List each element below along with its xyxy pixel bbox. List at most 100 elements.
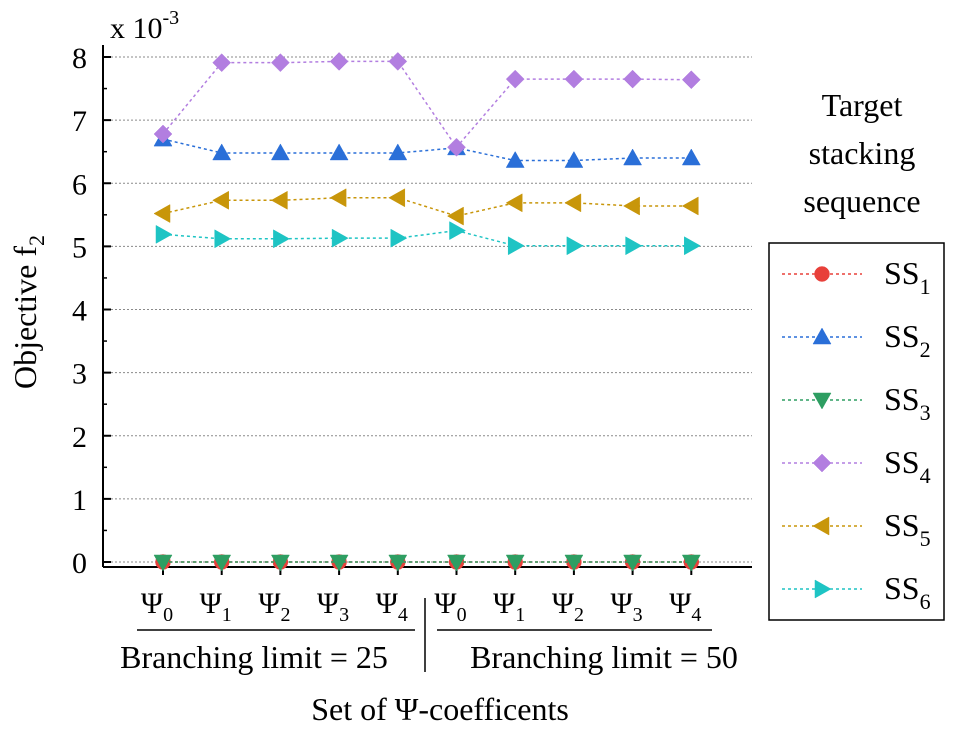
data-point	[447, 554, 466, 572]
group-labels: Branching limit = 25 Branching limit = 50	[120, 598, 738, 675]
data-point	[446, 206, 464, 226]
legend-title-line-2: stacking	[809, 135, 916, 171]
data-point	[153, 554, 173, 572]
data-point	[564, 69, 584, 89]
data-point	[505, 193, 523, 213]
x-tick-label: Ψ4	[669, 587, 701, 626]
data-point	[329, 143, 349, 161]
legend-marker	[812, 453, 832, 473]
data-point	[564, 554, 584, 572]
series-ss5	[153, 188, 699, 226]
legend-entry: SS3	[782, 381, 931, 425]
legend-entry: SS5	[782, 507, 931, 551]
legend-entry: SS2	[782, 318, 931, 362]
data-point	[623, 554, 643, 572]
data-point	[270, 554, 290, 572]
x-tick-label: Ψ3	[317, 587, 349, 626]
data-point	[388, 188, 406, 208]
legend-entry: SS6	[782, 570, 931, 614]
data-point	[214, 229, 232, 249]
data-point	[447, 137, 466, 157]
data-point	[329, 554, 349, 572]
series-ss2	[153, 129, 701, 168]
y-tick-label: 5	[72, 231, 87, 264]
legend-label: SS3	[884, 381, 931, 425]
series-ss3	[153, 554, 701, 572]
legend: SS1 SS2 SS3 SS4 SS5 SS6	[782, 255, 931, 614]
legend-label: SS4	[884, 444, 931, 488]
legend-label: SS2	[884, 318, 931, 362]
y-tick-label: 8	[72, 42, 87, 75]
data-point	[449, 221, 467, 241]
series-ss4	[153, 52, 701, 157]
data-point	[270, 190, 288, 210]
data-point	[388, 143, 408, 161]
x-tick-label: Ψ1	[493, 587, 525, 626]
scale-exponent: -3	[163, 7, 180, 29]
legend-title-line-1: Target	[822, 87, 903, 123]
data-point	[566, 236, 584, 256]
data-point	[331, 228, 349, 248]
x-tick-label: Ψ1	[200, 587, 232, 626]
grid	[103, 56, 752, 563]
x-tick-label: Ψ2	[552, 587, 584, 626]
y-tick-label: 0	[72, 547, 87, 580]
data-point	[505, 69, 525, 89]
data-point	[623, 69, 642, 89]
series-ss6	[155, 221, 701, 256]
series-line	[162, 60, 692, 149]
legend-entry: SS1	[782, 255, 931, 299]
x-ticks: Ψ0 Ψ1 Ψ2 Ψ3 Ψ4 Ψ0 Ψ1 Ψ2 Ψ3 Ψ4	[141, 567, 701, 626]
x-tick-label: Ψ4	[376, 587, 408, 626]
y-axis-label-sub: 2	[24, 235, 49, 246]
data-point	[271, 53, 290, 73]
y-tick-label: 3	[72, 358, 87, 391]
group-label: Branching limit = 25	[120, 639, 388, 675]
x-axis-label: Set of Ψ-coefficents	[311, 691, 569, 727]
y-tick-label: 7	[72, 105, 87, 138]
data-point	[329, 52, 349, 71]
data-point	[212, 143, 232, 161]
data-point	[564, 151, 584, 168]
data-point	[507, 236, 525, 256]
legend-title-line-3: sequence	[803, 183, 920, 219]
data-point	[564, 193, 582, 213]
data-point	[390, 228, 408, 248]
legend-label: SS1	[884, 255, 931, 299]
data-point	[155, 224, 173, 244]
data-point	[681, 196, 699, 216]
data-point	[684, 236, 701, 256]
y-tick-label: 6	[72, 168, 87, 201]
y-tick-label: 1	[72, 484, 87, 517]
data-point	[153, 124, 173, 144]
data-point	[212, 190, 229, 210]
legend-marker	[812, 392, 832, 410]
data-point	[388, 52, 408, 71]
series-line	[162, 197, 692, 217]
data-point	[329, 188, 347, 208]
legend-title: Target stacking sequence	[803, 87, 920, 219]
data-point	[625, 236, 643, 256]
legend-marker	[814, 266, 830, 282]
scale-label: x 10-3	[110, 7, 179, 45]
y-tick-label: 4	[72, 295, 87, 328]
series-line	[162, 138, 692, 162]
x-tick-label: Ψ2	[258, 587, 290, 626]
data-point	[270, 143, 290, 161]
data-point	[212, 53, 232, 73]
data-point	[212, 554, 232, 572]
series	[153, 52, 701, 572]
series-line	[162, 229, 692, 247]
y-axis-label: Objective f2	[7, 235, 49, 389]
data-point	[681, 148, 701, 166]
legend-box	[768, 242, 945, 621]
x-tick-label: Ψ0	[141, 587, 173, 626]
legend-marker	[812, 516, 830, 536]
data-point	[681, 70, 701, 90]
y-tick-label: 2	[72, 421, 87, 454]
legend-entry: SS4	[782, 444, 931, 488]
y-ticks: 0 1 2 3 4 5 6 7 8	[72, 42, 111, 580]
data-point	[273, 229, 290, 249]
legend-marker	[814, 579, 832, 599]
